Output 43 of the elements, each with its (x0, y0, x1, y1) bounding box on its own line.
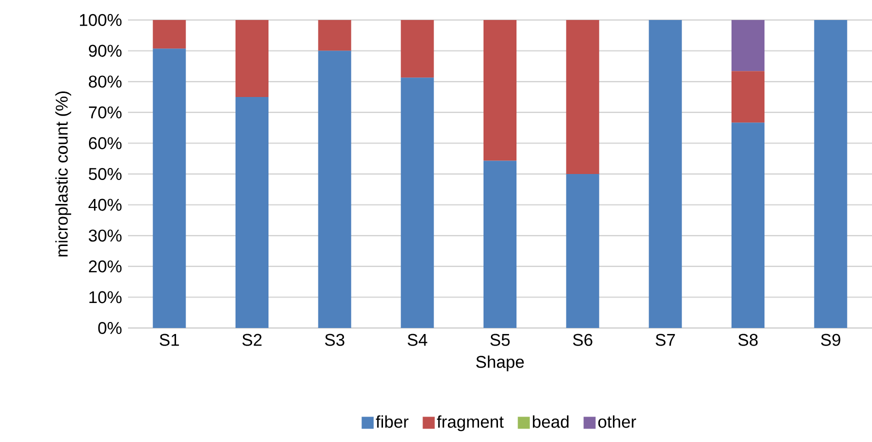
bar (732, 71, 764, 123)
y-tick-label: 30% (88, 230, 122, 242)
legend-label: other (598, 415, 636, 428)
legend-label: fiber (376, 415, 408, 428)
x-tick-label: S8 (738, 334, 758, 346)
bar (400, 78, 434, 328)
bar (152, 48, 186, 328)
x-tick-label: S9 (821, 334, 840, 346)
y-tick-label: 10% (89, 291, 122, 304)
bar (732, 122, 764, 328)
legend-label: bead (532, 415, 568, 428)
y-tick-label: 70% (88, 106, 122, 118)
bar (732, 20, 764, 72)
legend-label: fragment (436, 415, 504, 432)
y-tick-label: 100% (80, 14, 122, 26)
bar (318, 20, 352, 51)
x-tick-label: S1 (160, 334, 179, 346)
bar (566, 174, 600, 328)
x-tick-label: S6 (573, 334, 592, 346)
bar (318, 50, 352, 328)
x-tick-label: S7 (656, 334, 675, 346)
bar (484, 20, 516, 161)
y-tick-label: 80% (88, 76, 122, 88)
bar (400, 20, 434, 78)
y-tick-label: 20% (88, 260, 122, 272)
y-tick-label: 40% (88, 198, 122, 211)
x-tick-label: S2 (242, 334, 262, 346)
x-tick-label: S4 (408, 334, 428, 346)
bar (236, 20, 268, 97)
x-tick-label: S5 (490, 334, 510, 346)
bar (566, 20, 600, 174)
y-tick-label: 0% (98, 322, 122, 334)
y-tick-label: 90% (88, 44, 122, 57)
bar (152, 20, 186, 49)
y-axis-title: microplastic count (%) (55, 91, 72, 256)
y-tick-label: 60% (88, 137, 122, 150)
x-tick-label: S3 (325, 334, 344, 346)
bar (814, 20, 848, 328)
x-axis-title: Shape (476, 355, 524, 372)
bar (648, 20, 682, 328)
bar (484, 160, 516, 328)
bar (236, 96, 268, 328)
y-tick-label: 50% (88, 168, 122, 180)
